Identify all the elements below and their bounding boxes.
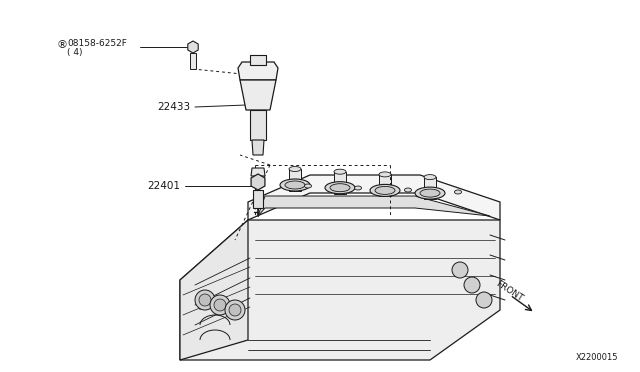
Polygon shape <box>180 220 500 360</box>
Text: FRONT: FRONT <box>494 279 525 303</box>
Ellipse shape <box>325 182 355 194</box>
Ellipse shape <box>330 184 350 192</box>
Ellipse shape <box>379 172 391 177</box>
Text: X2200015: X2200015 <box>575 353 618 362</box>
Ellipse shape <box>355 186 362 190</box>
Ellipse shape <box>280 179 310 191</box>
Circle shape <box>229 304 241 316</box>
Ellipse shape <box>305 184 312 188</box>
Polygon shape <box>258 196 490 216</box>
Polygon shape <box>240 80 276 110</box>
Polygon shape <box>251 168 265 176</box>
Bar <box>253 190 263 208</box>
Circle shape <box>214 299 226 311</box>
Circle shape <box>199 294 211 306</box>
Bar <box>379 174 391 196</box>
Polygon shape <box>238 62 278 80</box>
Polygon shape <box>248 175 500 220</box>
Ellipse shape <box>285 181 305 189</box>
Text: ®: ® <box>56 40 67 50</box>
Bar <box>334 172 346 194</box>
Bar <box>289 169 301 191</box>
Circle shape <box>195 290 215 310</box>
Bar <box>250 55 266 65</box>
Circle shape <box>476 292 492 308</box>
Ellipse shape <box>454 190 461 194</box>
Ellipse shape <box>424 174 436 180</box>
Bar <box>190 53 196 69</box>
Ellipse shape <box>420 189 440 197</box>
Ellipse shape <box>404 188 412 192</box>
Circle shape <box>452 262 468 278</box>
Circle shape <box>225 300 245 320</box>
Text: ( 4): ( 4) <box>67 48 83 57</box>
Ellipse shape <box>415 187 445 199</box>
Polygon shape <box>188 41 198 53</box>
Text: 08158-6252F: 08158-6252F <box>67 39 127 48</box>
Bar <box>424 177 436 199</box>
Ellipse shape <box>375 186 395 195</box>
Text: 22433: 22433 <box>157 102 190 112</box>
Circle shape <box>464 277 480 293</box>
Bar <box>250 110 266 140</box>
Ellipse shape <box>289 167 301 171</box>
Polygon shape <box>252 140 264 155</box>
Circle shape <box>210 295 230 315</box>
Polygon shape <box>180 220 248 360</box>
Polygon shape <box>251 174 265 190</box>
Ellipse shape <box>370 185 400 196</box>
Ellipse shape <box>334 169 346 174</box>
Text: 22401: 22401 <box>147 181 180 191</box>
Ellipse shape <box>255 182 262 186</box>
